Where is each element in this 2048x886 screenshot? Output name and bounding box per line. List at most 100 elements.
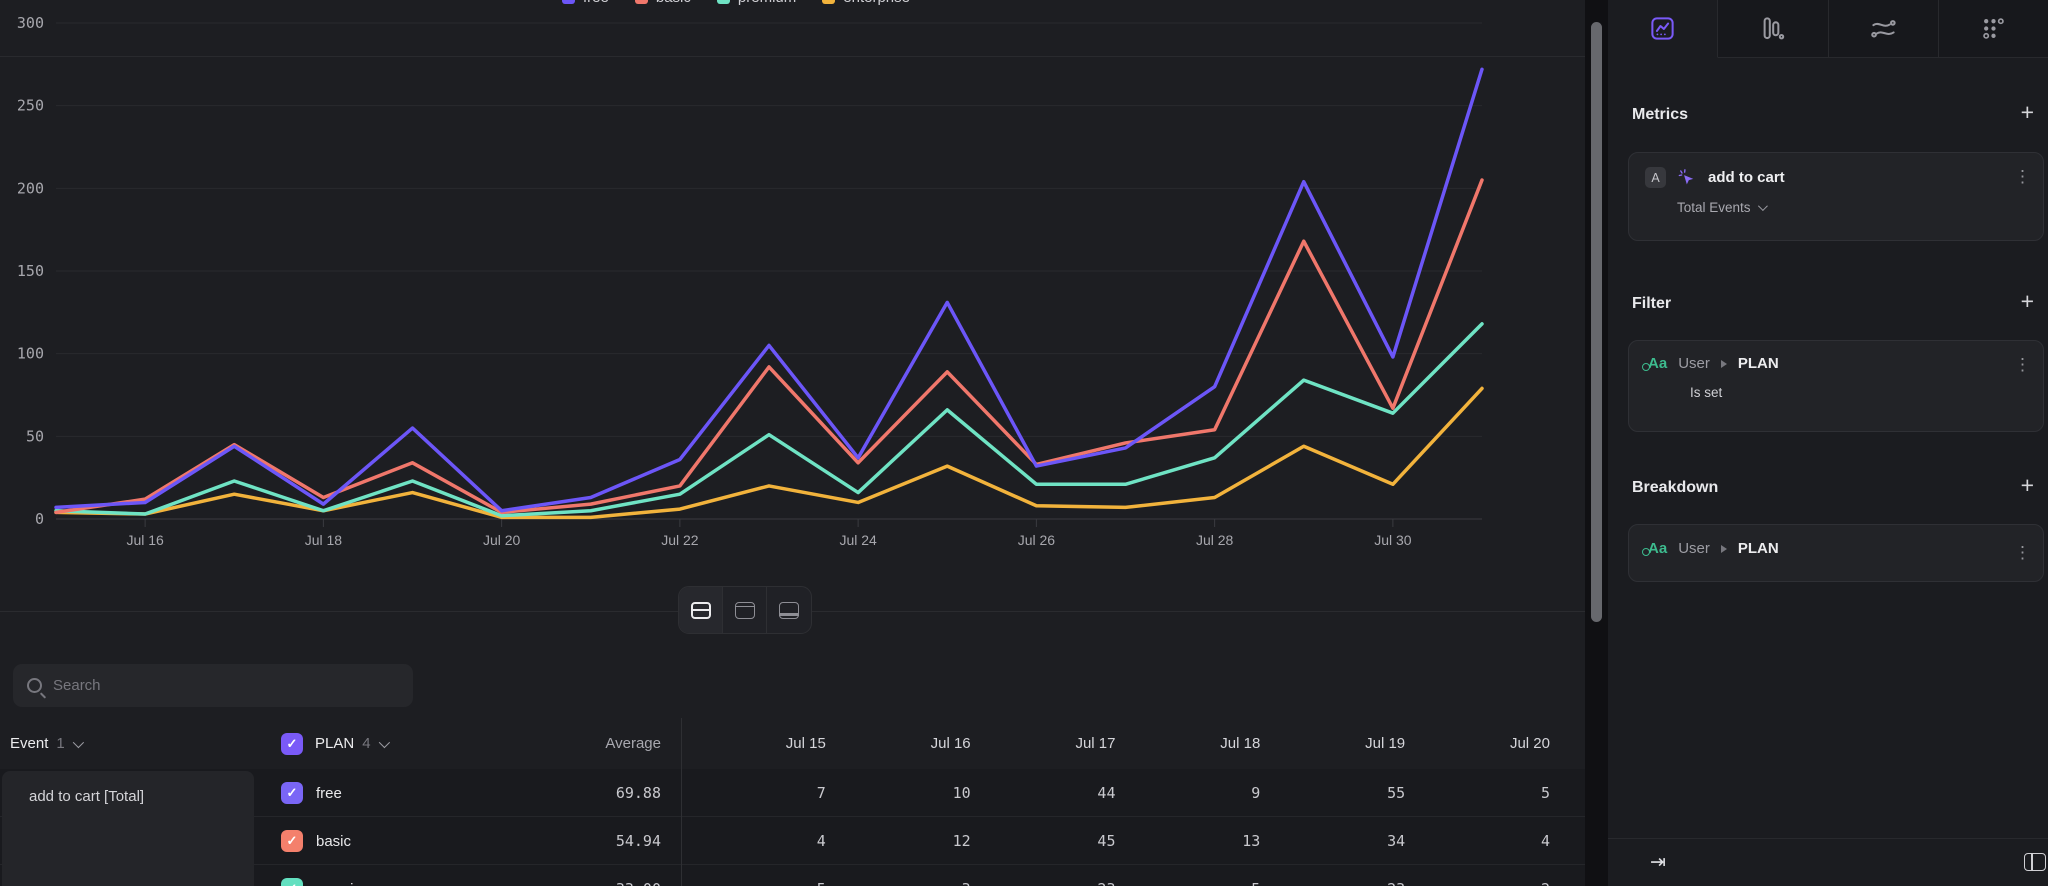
- chart-only-icon: [734, 601, 755, 619]
- breakdown-card[interactable]: Aa User PLAN ⋮: [1628, 524, 2044, 582]
- row-value: 13: [1242, 832, 1261, 850]
- row-value: 34: [1387, 832, 1406, 850]
- row-value: 5: [681, 865, 826, 886]
- apps-grid-icon: [1983, 18, 2004, 39]
- legend-item-basic[interactable]: basic: [634, 0, 691, 6]
- layout-table-only-button[interactable]: [767, 587, 811, 633]
- x-axis-tick-label: Jul 22: [661, 532, 699, 548]
- chevron-down-icon: [72, 736, 84, 748]
- add-metric-button[interactable]: +: [2020, 99, 2034, 125]
- row-checkbox[interactable]: [281, 782, 303, 804]
- legend-item-enterprise[interactable]: enterprise: [822, 0, 910, 6]
- add-filter-button[interactable]: +: [2020, 288, 2034, 314]
- x-axis-tick-label: Jul 18: [305, 532, 343, 548]
- row-label: basic: [316, 832, 352, 850]
- sidebar-tabbar: [1608, 0, 2048, 58]
- date-column-header: Jul 20: [1509, 735, 1550, 752]
- breadcrumb-arrow-icon: [1720, 544, 1727, 553]
- text-property-icon: Aa: [1641, 355, 1667, 372]
- date-column-header: Jul 18: [1220, 735, 1261, 752]
- legend-item-premium[interactable]: premium: [716, 0, 796, 6]
- legend-label: basic: [656, 0, 691, 6]
- row-label: premium: [316, 865, 374, 886]
- row-value: 5: [1115, 865, 1260, 886]
- legend-swatch: [822, 0, 836, 4]
- add-breakdown-button[interactable]: +: [2020, 472, 2034, 498]
- search-input[interactable]: [13, 664, 413, 707]
- filter-menu-kebab[interactable]: ⋮: [2014, 355, 2031, 374]
- legend-swatch: [716, 0, 730, 4]
- layout-chart-only-button[interactable]: [723, 587, 767, 633]
- table-row-premium[interactable]: premium 33.00 53235232: [0, 865, 1585, 886]
- split-view-icon: [690, 601, 711, 619]
- legend-label: free: [583, 0, 609, 6]
- tab-funnels[interactable]: [1718, 0, 1829, 58]
- tab-more-apps[interactable]: [1938, 0, 2048, 58]
- measurement-dropdown[interactable]: Total Events: [1677, 200, 2027, 215]
- sidebar-footer: ⇥: [1608, 838, 2048, 886]
- main-content: free basic premium enterprise 0 50 100 150 200 2…: [0, 0, 1585, 886]
- x-axis-tick-label: Jul 30: [1374, 532, 1412, 548]
- row-values: 53235232: [681, 865, 1550, 886]
- chart-top-divider: [0, 56, 1585, 57]
- filter-scope: User: [1678, 355, 1710, 372]
- y-axis-tick-label: 250: [17, 97, 44, 115]
- metric-menu-kebab[interactable]: ⋮: [2014, 167, 2031, 186]
- row-value: 3: [826, 865, 971, 886]
- filter-card[interactable]: Aa User PLAN ⋮ Is set: [1628, 340, 2044, 432]
- x-axis-tick-label: Jul 26: [1018, 532, 1056, 548]
- date-column-headers: Jul 15 Jul 16 Jul 17 Jul 18 Jul 19 Jul 20: [681, 718, 1550, 769]
- event-column-dropdown[interactable]: Event 1: [10, 718, 84, 769]
- text-property-icon: Aa: [1641, 540, 1667, 557]
- collapse-panel-icon[interactable]: ⇥: [1650, 852, 1666, 873]
- series-line-basic: [54, 178, 1484, 515]
- date-column-header: Jul 16: [930, 735, 971, 752]
- layout-toggle-group: [678, 586, 812, 634]
- y-axis-tick-label: 150: [17, 262, 44, 280]
- breadcrumb-arrow-icon: [1720, 359, 1727, 368]
- panel-layout-icon[interactable]: [2024, 853, 2046, 871]
- chevron-down-icon: [378, 736, 390, 748]
- row-checkbox[interactable]: [281, 830, 303, 852]
- breakdown-menu-kebab[interactable]: ⋮: [2014, 543, 2031, 562]
- scrollbar-thumb[interactable]: [1591, 22, 1602, 622]
- filter-condition[interactable]: Is set: [1690, 385, 1723, 400]
- row-average: 54.94: [615, 832, 661, 850]
- row-value: 45: [1097, 832, 1116, 850]
- retention-flows-icon: [1870, 20, 1896, 38]
- layout-split-view-button[interactable]: [679, 587, 723, 633]
- table-row-basic[interactable]: basic 54.94 4 12 45 13 34 4: [0, 817, 1585, 865]
- event-row-panel[interactable]: add to cart [Total]: [2, 771, 254, 886]
- series-line-enterprise: [54, 386, 1484, 520]
- metric-event-name: add to cart: [1708, 169, 1785, 186]
- row-values: 7 10 44 9 55 5: [681, 769, 1550, 817]
- series-line-free: [54, 67, 1484, 513]
- row-average: 33.00: [460, 865, 661, 886]
- row-value: 44: [1097, 784, 1116, 802]
- breakdown-property: PLAN: [1737, 540, 1779, 557]
- plan-column-dropdown[interactable]: PLAN 4: [281, 718, 390, 769]
- breakdown-section-title: Breakdown: [1632, 479, 1719, 496]
- metric-card[interactable]: A add to cart ⋮ Total Events: [1628, 152, 2044, 241]
- date-column-header: Jul 17: [1075, 735, 1116, 752]
- row-value: 5: [1540, 784, 1550, 802]
- search-icon: [27, 678, 42, 693]
- y-axis-tick-label: 300: [17, 14, 44, 32]
- legend-item-free[interactable]: free: [562, 0, 609, 6]
- tab-retention[interactable]: [1828, 0, 1939, 58]
- legend-label: enterprise: [843, 0, 910, 6]
- row-value: 4: [1540, 832, 1550, 850]
- date-column-header: Jul 15: [785, 735, 826, 752]
- filter-section-title: Filter: [1632, 295, 1672, 312]
- metrics-section-title: Metrics: [1632, 106, 1689, 123]
- row-checkbox[interactable]: [281, 878, 303, 886]
- panel-gutter: [1585, 0, 1608, 886]
- row-average: 69.88: [615, 784, 661, 802]
- plan-select-all-checkbox[interactable]: [281, 732, 303, 755]
- tab-insights[interactable]: [1608, 0, 1719, 58]
- x-axis-tick-label: Jul 24: [839, 532, 877, 548]
- legend-swatch: [562, 0, 576, 4]
- search-field[interactable]: [53, 677, 399, 694]
